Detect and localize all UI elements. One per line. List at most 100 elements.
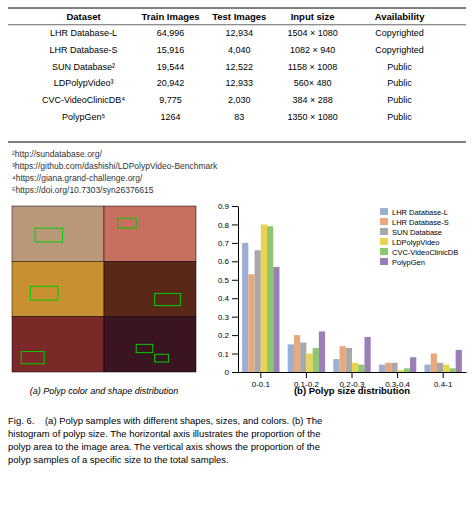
bar	[404, 368, 410, 372]
table-header: Dataset	[66, 11, 101, 22]
bar	[333, 359, 339, 372]
image-tile	[104, 206, 196, 261]
x-tick-mark	[260, 372, 261, 378]
x-tick: 0.4-1	[434, 372, 453, 389]
bar	[379, 365, 385, 372]
y-tick-label: 0.6	[218, 257, 230, 266]
caption: Fig. 6. (a) Polyp samples with different…	[8, 415, 322, 465]
table-header: Availability	[375, 11, 426, 22]
legend: LHR Database-LLHR Database-SSUN Database…	[380, 208, 458, 267]
footnote: ⁵https://doi.org/10.7303/syn26376615	[12, 185, 154, 195]
y-axis-line	[238, 207, 239, 373]
bars	[242, 224, 462, 372]
table-cell: 1264	[161, 112, 181, 122]
bar	[352, 363, 358, 372]
y-tick-mark	[232, 298, 238, 299]
y-tick-label: 0.3	[218, 313, 230, 322]
y-tick: 0.4	[218, 294, 238, 303]
bar	[437, 363, 443, 372]
legend-item: LHR Database-L	[380, 208, 448, 217]
bar	[248, 274, 254, 372]
table-cell: LDPolypVideo³	[54, 78, 114, 88]
y-tick-label: 0.4	[218, 294, 230, 303]
image-tile	[104, 317, 196, 372]
legend-swatch	[380, 238, 388, 245]
polyp-box	[21, 352, 44, 364]
y-tick: 0.2	[218, 331, 238, 340]
bar-series	[273, 267, 462, 372]
caption-line: polyp samples of a specific size to the …	[8, 454, 229, 465]
bar-chart: 00.10.20.30.40.50.60.70.80.90-0.10.1-0.2…	[218, 202, 467, 396]
legend-label: LDPolypVideo	[392, 238, 439, 247]
legend-label: LHR Database-L	[392, 208, 448, 217]
polyp-box	[118, 218, 136, 228]
bar	[242, 243, 248, 372]
x-tick: 0-0.1	[252, 372, 271, 389]
legend-swatch	[380, 258, 388, 265]
y-tick-label: 0.2	[218, 331, 230, 340]
y-tick-label: 0	[225, 368, 230, 377]
polyp-box	[155, 354, 169, 362]
y-tick-mark	[232, 224, 238, 225]
y-tick-mark	[232, 372, 238, 373]
table-cell: Public	[387, 78, 412, 88]
polyp-box	[155, 293, 181, 305]
bar	[364, 337, 370, 372]
image-tile	[12, 206, 104, 261]
bar	[255, 250, 261, 372]
table-cell: Public	[387, 95, 412, 105]
bar	[410, 357, 416, 372]
y-tick-mark	[232, 206, 238, 207]
x-tick-mark	[352, 372, 353, 378]
y-tick-label: 0.5	[218, 276, 230, 285]
table-cell: 12,522	[226, 62, 254, 72]
table-cell: 15,916	[157, 45, 185, 55]
legend-swatch	[380, 218, 388, 225]
table-cell: SUN Database²	[52, 62, 115, 72]
legend-item: LDPolypVideo	[380, 238, 439, 247]
table-header: Test Images	[212, 11, 266, 22]
bar	[391, 363, 397, 372]
legend-item: SUN Database	[380, 228, 442, 237]
y-axis: 0 0.1 0.2 0.3 0.4 0.5 0.6 0.7 0.8 0.9	[218, 202, 239, 377]
table-cell: 384 × 288	[292, 95, 332, 105]
y-tick-label: 0.1	[218, 350, 230, 359]
panel-caption: (a) Polyp color and shape distribution	[30, 386, 179, 396]
footnote: ⁴https://giana.grand-challenge.org/	[12, 173, 143, 183]
y-tick-mark	[232, 243, 238, 244]
figure: DatasetTrain ImagesTest ImagesInput size…	[0, 0, 474, 511]
bar	[273, 267, 279, 372]
bar	[300, 342, 306, 372]
table-header-rule	[8, 24, 466, 25]
table-cell: 12,934	[226, 28, 254, 38]
polyp-box	[30, 286, 58, 300]
y-tick-mark	[232, 261, 238, 262]
table-cell: 1350 × 1080	[287, 112, 337, 122]
polyp-box	[136, 344, 153, 352]
bar	[398, 370, 404, 372]
y-tick-mark	[232, 335, 238, 336]
caption-line: polyp area to the image area. The vertic…	[8, 441, 320, 452]
x-tick-mark	[397, 372, 398, 378]
bar	[261, 224, 267, 372]
y-tick: 0.8	[218, 221, 238, 230]
legend-label: SUN Database	[392, 228, 442, 237]
table-cell: LHR Database-S	[50, 45, 118, 55]
bar	[306, 354, 312, 372]
y-tick: 0.3	[218, 313, 238, 322]
bar	[358, 365, 364, 372]
bar	[267, 226, 273, 372]
image-tile	[12, 317, 104, 372]
bar	[425, 365, 431, 372]
table-header: Input size	[291, 11, 335, 22]
table-bottom-rule	[8, 142, 466, 143]
y-tick: 0.7	[218, 239, 238, 248]
table-cell: 20,942	[157, 78, 185, 88]
x-tick-mark	[443, 372, 444, 378]
bar	[456, 350, 462, 372]
legend-swatch	[380, 248, 388, 255]
y-tick: 0.9	[218, 202, 238, 211]
table-cell: LHR Database-L	[50, 28, 117, 38]
table-cell: CVC-VideoClinicDB⁴	[42, 95, 125, 105]
table-cell: 19,544	[157, 62, 185, 72]
